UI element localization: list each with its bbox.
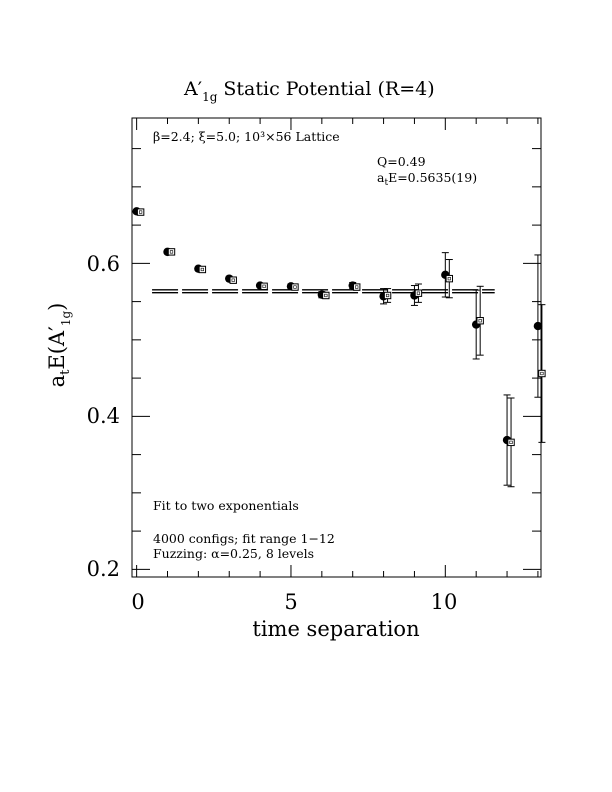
data-point-square <box>414 289 423 297</box>
data-point-square <box>322 291 330 300</box>
annotation-q: Q=0.49 <box>377 154 426 169</box>
data-point-square <box>538 369 546 378</box>
data-point-square-inner <box>293 285 297 289</box>
data-point-square-inner <box>139 210 143 214</box>
annotation-energy: atE=0.5635(19) <box>377 170 477 188</box>
data-point-square-inner <box>509 440 513 444</box>
x-tick-label-10: 10 <box>431 590 458 614</box>
data-point-square <box>167 248 176 256</box>
data-point-square <box>229 276 237 284</box>
annotation-fit: Fit to two exponentials <box>153 498 299 513</box>
data-point-square-inner <box>385 293 390 298</box>
axis-ticks <box>132 118 541 577</box>
data-point-square-inner <box>169 250 174 254</box>
data-point-square-inner <box>231 278 235 282</box>
data-point-square-inner <box>478 319 482 323</box>
data-point-square-inner <box>416 291 421 295</box>
y-tick-label-0.4: 0.4 <box>87 404 120 428</box>
data-point-square <box>476 317 484 325</box>
data-point-square <box>383 291 392 300</box>
data-point-square-inner <box>262 284 266 288</box>
data-point-square <box>136 208 145 216</box>
data-point-square-inner <box>355 285 359 289</box>
x-tick-label-5: 5 <box>284 590 297 614</box>
data-point-circle <box>533 321 543 331</box>
data-points <box>132 207 546 488</box>
data-point-square <box>353 283 361 291</box>
data-point-square-inner <box>200 267 204 272</box>
x-tick-label-0: 0 <box>131 590 144 614</box>
data-point-square <box>507 438 515 447</box>
annotation-lattice: β=2.4; ξ=5.0; 10³×56 Lattice <box>153 129 340 144</box>
annotation-configs: 4000 configs; fit range 1−12 <box>153 531 335 546</box>
data-point-square-inner <box>324 293 328 298</box>
x-axis-label: time separation <box>252 617 419 641</box>
plot-frame <box>131 117 542 578</box>
annotation-fuzzing: Fuzzing: α=0.25, 8 levels <box>153 546 314 561</box>
y-tick-label-0.6: 0.6 <box>87 252 120 276</box>
y-axis-label: atE(A′1g) <box>45 303 73 388</box>
data-point-square-inner <box>447 277 451 281</box>
data-point-square <box>445 274 454 283</box>
y-tick-label-0.2: 0.2 <box>87 557 120 581</box>
data-point-square <box>291 283 299 291</box>
chart-title: A′1g Static Potential (R=4) <box>183 78 435 104</box>
data-point-square-inner <box>540 371 544 376</box>
data-point-square <box>198 265 207 274</box>
data-point-square <box>260 282 268 291</box>
